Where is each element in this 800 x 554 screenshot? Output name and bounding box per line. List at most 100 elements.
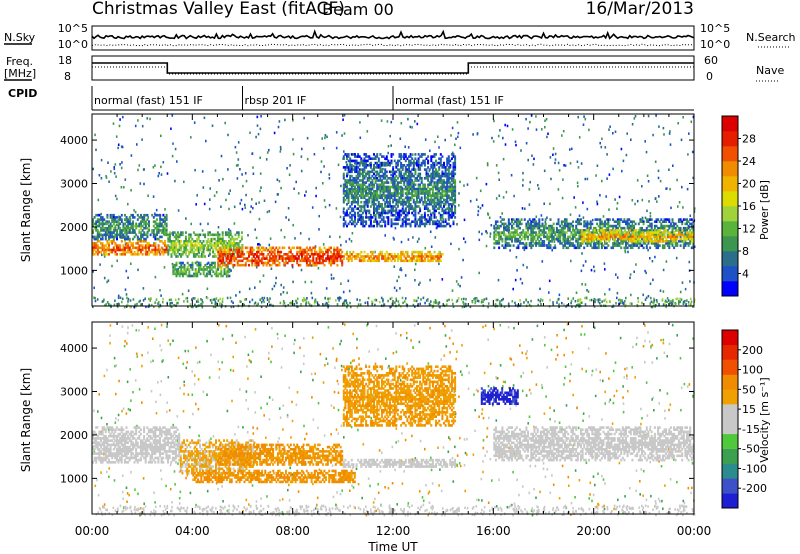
heatmap-cell xyxy=(235,151,238,154)
heatmap-cell xyxy=(125,233,128,237)
heatmap-cell xyxy=(172,248,175,252)
heatmap-cell xyxy=(665,187,667,190)
heatmap-cell xyxy=(282,286,285,289)
heatmap-cell xyxy=(167,244,170,247)
heatmap-cell xyxy=(459,284,461,288)
heatmap-cell xyxy=(306,297,308,300)
heatmap-cell xyxy=(144,246,147,250)
heatmap-cell xyxy=(111,224,114,228)
heatmap-cell xyxy=(283,301,286,305)
heatmap-cell xyxy=(368,200,371,204)
heatmap-cell xyxy=(191,268,194,271)
heatmap-cell xyxy=(396,222,399,226)
heatmap-cell xyxy=(117,246,120,250)
heatmap-cell xyxy=(100,222,102,226)
heatmap-cell xyxy=(143,246,146,250)
heatmap-cell xyxy=(122,233,125,237)
heatmap-cell xyxy=(127,222,130,226)
heatmap-cell xyxy=(646,209,648,213)
heatmap-cell xyxy=(601,137,603,141)
heatmap-cell xyxy=(178,246,181,250)
heatmap-cell xyxy=(436,226,438,230)
heatmap-cell xyxy=(168,246,171,250)
heatmap-cell xyxy=(94,299,97,303)
heatmap-cell xyxy=(498,242,501,245)
heatmap-cell xyxy=(96,253,99,256)
heatmap-cell xyxy=(201,170,204,173)
heatmap-cell xyxy=(140,237,142,241)
heatmap-cell xyxy=(136,250,139,254)
heatmap-cell xyxy=(515,255,518,259)
heatmap-cell xyxy=(171,154,174,158)
heatmap-cell xyxy=(92,218,94,221)
heatmap-cell xyxy=(125,305,128,308)
heatmap-cell xyxy=(125,269,128,273)
heatmap-cell xyxy=(146,218,149,221)
heatmap-cell xyxy=(277,125,280,129)
heatmap-cell xyxy=(128,250,131,254)
heatmap-cell xyxy=(419,281,421,284)
heatmap-cell xyxy=(119,231,122,234)
heatmap-cell xyxy=(94,296,96,300)
heatmap-cell xyxy=(690,120,693,123)
heatmap-cell xyxy=(98,224,101,228)
heatmap-cell xyxy=(651,260,654,263)
heatmap-cell xyxy=(181,292,184,296)
heatmap-cell xyxy=(124,222,126,226)
heatmap-cell xyxy=(408,218,410,221)
heatmap-cell xyxy=(108,253,110,256)
heatmap-cell xyxy=(228,192,230,195)
heatmap-cell xyxy=(143,237,146,241)
heatmap-cell xyxy=(226,296,229,300)
heatmap-cell xyxy=(244,172,247,175)
heatmap-cell xyxy=(115,175,117,178)
heatmap-cell xyxy=(178,235,181,239)
heatmap-cell xyxy=(616,207,618,210)
heatmap-cell xyxy=(119,118,121,121)
heatmap-cell xyxy=(284,118,286,122)
heatmap-cell xyxy=(278,263,281,267)
heatmap-cell xyxy=(390,144,392,147)
heatmap-cell xyxy=(106,233,109,237)
heatmap-cell xyxy=(473,298,475,301)
heatmap-cell xyxy=(156,229,158,232)
heatmap-cell xyxy=(463,305,466,308)
heatmap-cell xyxy=(213,298,216,301)
heatmap-cell xyxy=(260,186,262,189)
heatmap-cell xyxy=(132,253,134,256)
heatmap-cell xyxy=(414,299,416,302)
heatmap-cell xyxy=(569,162,572,165)
heatmap-cell xyxy=(186,296,189,300)
heatmap-cell xyxy=(425,299,428,302)
heatmap-cell xyxy=(136,302,138,306)
heatmap-cell xyxy=(624,300,626,303)
heatmap-cell xyxy=(132,220,134,223)
heatmap-cell xyxy=(189,248,192,252)
heatmap-cell xyxy=(229,229,232,233)
heatmap-cell xyxy=(189,242,192,245)
heatmap-cell xyxy=(164,248,166,252)
heatmap-cell xyxy=(164,231,166,234)
heatmap-cell xyxy=(150,303,153,307)
heatmap-cell xyxy=(159,229,162,232)
heatmap-cell xyxy=(630,293,632,297)
heatmap-cell xyxy=(101,226,104,230)
heatmap-cell xyxy=(96,224,99,228)
heatmap-cell xyxy=(364,301,367,305)
heatmap-cell xyxy=(117,218,120,221)
heatmap-cell xyxy=(197,300,200,304)
heatmap-cell xyxy=(100,233,102,237)
heatmap-cell xyxy=(141,220,144,223)
heatmap-cell xyxy=(144,248,147,252)
heatmap-cell xyxy=(292,223,294,227)
heatmap-cell xyxy=(345,301,348,305)
heatmap-cell xyxy=(173,244,176,247)
heatmap-cell xyxy=(151,250,154,254)
heatmap-cell xyxy=(214,305,217,309)
heatmap-cell xyxy=(339,235,341,239)
heatmap-cell xyxy=(593,305,596,308)
heatmap-cell xyxy=(119,246,122,250)
heatmap-cell xyxy=(130,231,133,234)
heatmap-cell xyxy=(474,301,476,305)
heatmap-cell xyxy=(305,299,308,302)
